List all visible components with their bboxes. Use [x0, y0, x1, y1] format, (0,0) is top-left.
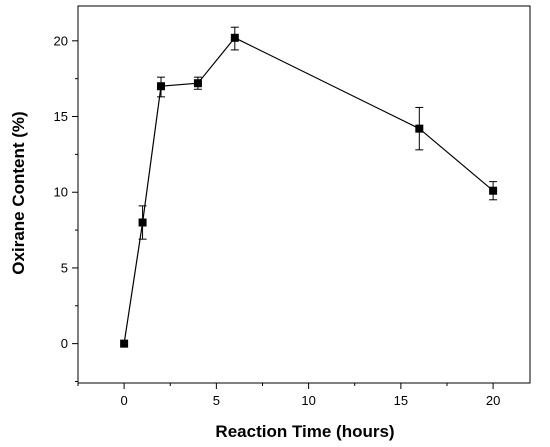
- x-tick-label: 0: [121, 393, 128, 408]
- y-axis-title: Oxirane Content (%): [9, 111, 28, 274]
- y-tick-label: 15: [54, 109, 68, 124]
- ticks-layer: [72, 40, 494, 389]
- x-tick-label: 10: [301, 393, 315, 408]
- data-points-layer: [120, 33, 498, 348]
- y-tick-label: 10: [54, 185, 68, 200]
- data-point: [230, 33, 239, 42]
- data-point: [120, 339, 129, 348]
- axes-frame: [77, 5, 531, 384]
- x-tick-label: 15: [394, 393, 408, 408]
- data-point: [157, 82, 166, 91]
- series-line: [123, 37, 494, 344]
- y-tick-label: 5: [61, 260, 68, 275]
- series-line-layer: [123, 37, 494, 344]
- x-tick-labels: 0 5 10 15 20: [121, 393, 501, 408]
- plot-frame: [77, 5, 531, 384]
- data-point: [489, 186, 498, 195]
- x-tick-label: 5: [213, 393, 220, 408]
- y-tick-labels: 0 5 10 15 20: [54, 33, 68, 351]
- data-point: [138, 218, 147, 227]
- x-axis-title: Reaction Time (hours): [215, 422, 394, 441]
- y-tick-label: 0: [61, 336, 68, 351]
- data-point: [415, 124, 424, 133]
- x-tick-label: 20: [486, 393, 500, 408]
- y-tick-label: 20: [54, 33, 68, 48]
- error-bars-layer: [138, 26, 498, 240]
- data-point: [193, 79, 202, 88]
